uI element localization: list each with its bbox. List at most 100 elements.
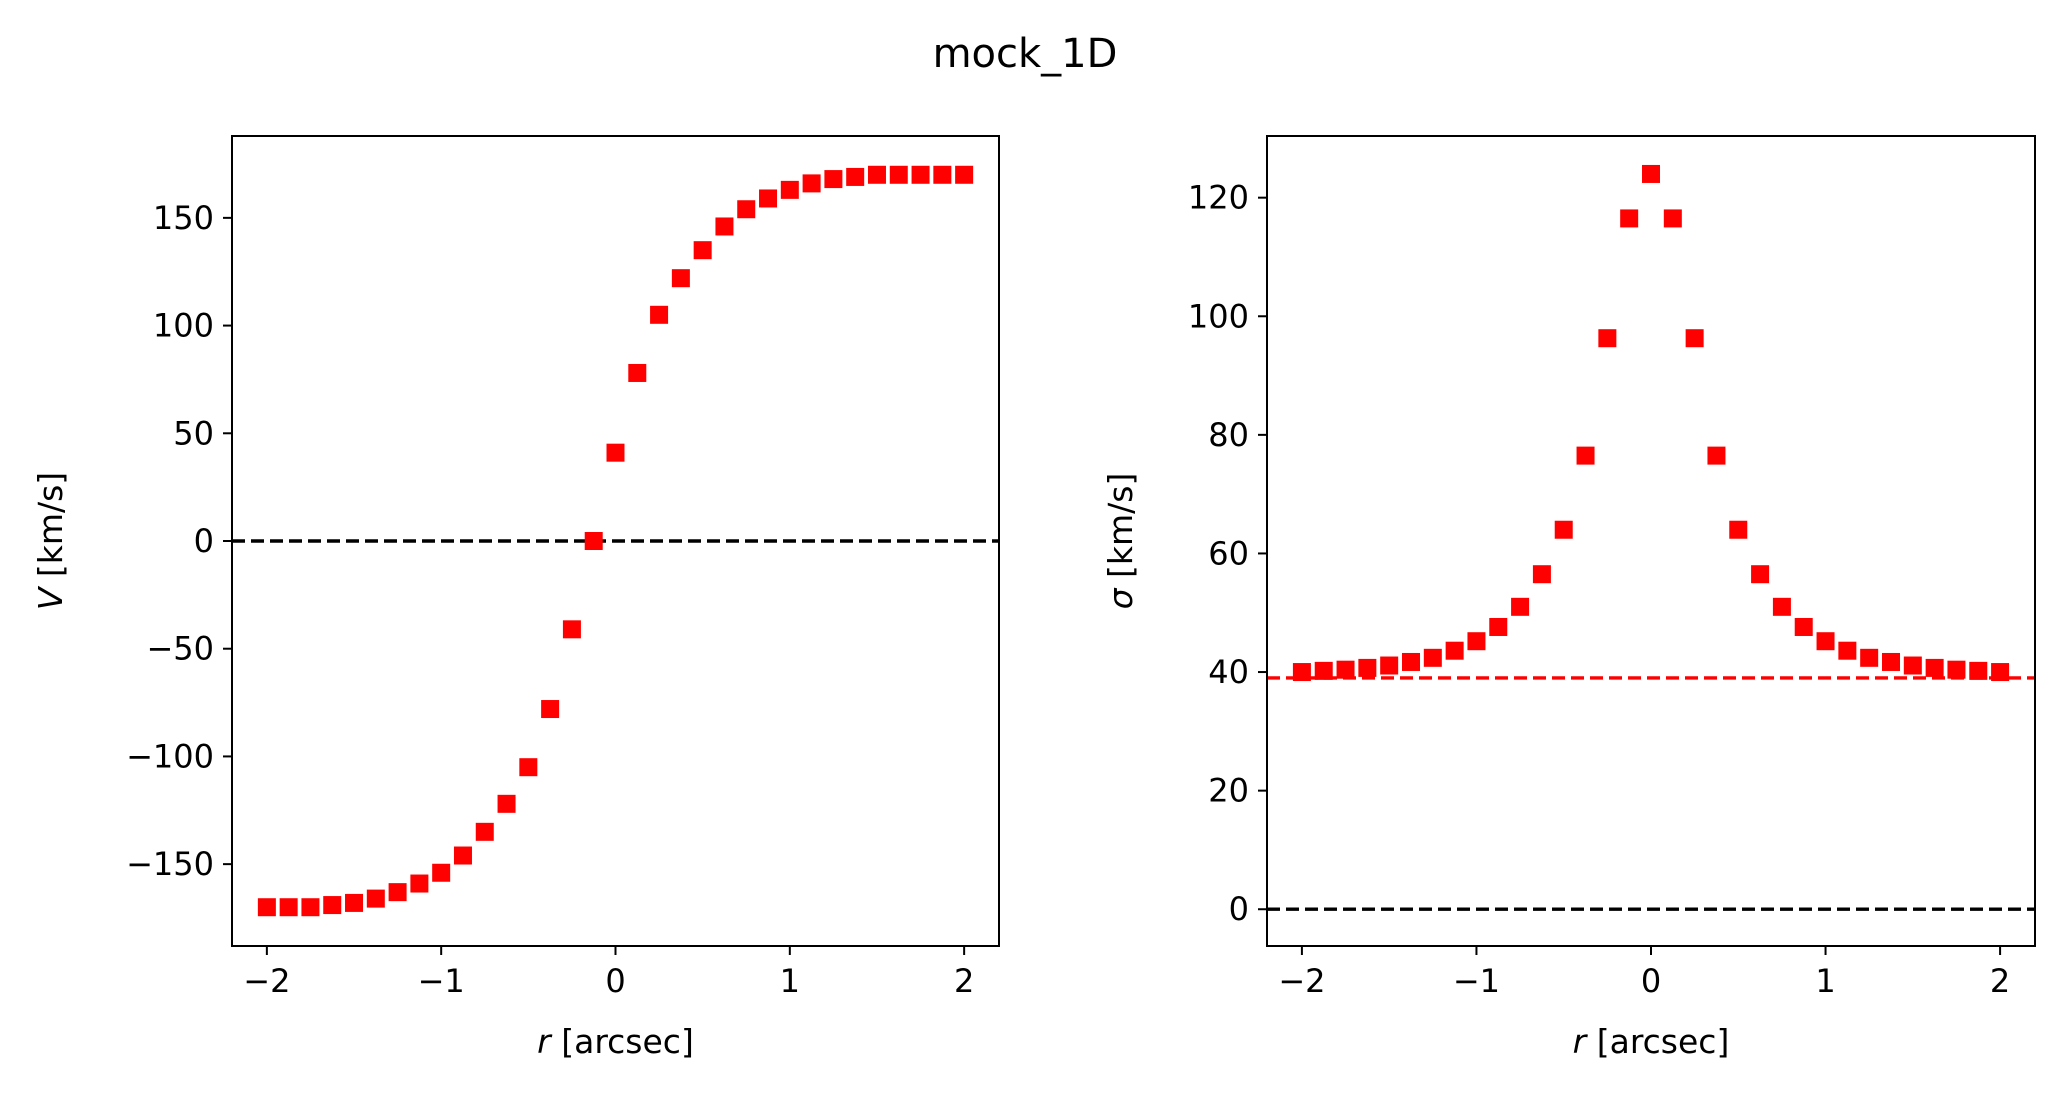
dispersion-data-point [1925, 658, 1944, 677]
velocity-data-point [606, 443, 625, 462]
dispersion-data-point [1991, 663, 2010, 682]
dispersion-y-tick-label: 80 [1208, 416, 1249, 454]
velocity-data-point [693, 241, 712, 260]
velocity-data-point [366, 889, 385, 908]
velocity-x-tick-label: −1 [418, 962, 465, 1000]
velocity-data-point [780, 180, 799, 199]
velocity-y-axis-unit: [km/s] [31, 472, 70, 588]
dispersion-x-axis-var: r [1573, 1022, 1589, 1061]
dispersion-data-point [1467, 632, 1486, 651]
dispersion-data-point [1969, 661, 1988, 680]
velocity-data-point [911, 165, 930, 184]
dispersion-y-tick-label: 40 [1208, 653, 1249, 691]
velocity-data-point [345, 893, 364, 912]
velocity-y-tick-label: −150 [126, 845, 214, 883]
velocity-data-point [388, 883, 407, 902]
velocity-y-tick-label: 0 [194, 522, 214, 560]
dispersion-x-axis-label: r [arcsec] [1573, 1022, 1730, 1061]
velocity-data-point [497, 794, 516, 813]
velocity-y-tick-label: −50 [146, 630, 214, 668]
dispersion-data-point [1729, 520, 1748, 539]
velocity-data-point [650, 305, 669, 324]
dispersion-y-tick-label: 60 [1208, 534, 1249, 572]
dispersion-y-axis-label: σ [km/s] [1101, 473, 1140, 610]
dispersion-data-point [1838, 641, 1857, 660]
velocity-data-point [541, 700, 560, 719]
dispersion-x-axis-unit: [arcsec] [1586, 1022, 1729, 1061]
velocity-data-point [955, 165, 974, 184]
dispersion-data-point [1336, 660, 1355, 679]
dispersion-data-point [1882, 652, 1900, 671]
velocity-plot-marks [232, 165, 999, 917]
dispersion-data-point [1445, 641, 1464, 660]
dispersion-data-point [1292, 663, 1311, 682]
velocity-data-point [410, 874, 429, 893]
velocity-y-tick-label: 100 [153, 307, 214, 345]
dispersion-plot-marks [1267, 164, 2035, 911]
velocity-x-axis-unit: [arcsec] [551, 1022, 694, 1061]
dispersion-x-tick-label: 1 [1815, 962, 1835, 1000]
velocity-data-point [671, 269, 690, 288]
dispersion-y-axis-var: σ [1101, 587, 1140, 609]
dispersion-data-point [1860, 648, 1879, 667]
dispersion-data-point [1642, 164, 1660, 183]
dispersion-data-point [1620, 209, 1639, 228]
dispersion-data-point [1489, 617, 1508, 636]
dispersion-plot-area [1267, 164, 2035, 911]
velocity-data-point [584, 532, 603, 550]
velocity-data-point [475, 822, 494, 841]
dispersion-data-point [1663, 209, 1682, 228]
velocity-data-point [759, 189, 778, 208]
velocity-x-tick-label: −2 [243, 962, 290, 1000]
velocity-data-point [737, 200, 756, 219]
dispersion-data-point [1794, 617, 1813, 636]
velocity-ticks: −2 −1 0 1 2 −150 −100 −50 0 50 100 150 [126, 199, 974, 1000]
velocity-data-point [867, 165, 886, 184]
velocity-data-point [824, 170, 843, 189]
dispersion-data-point [1772, 597, 1791, 616]
dispersion-data-point [1314, 661, 1333, 680]
velocity-data-point [846, 167, 865, 186]
dispersion-y-axis-unit: [km/s] [1101, 473, 1140, 589]
dispersion-x-tick-label: −1 [1453, 962, 1500, 1000]
velocity-y-axis-var: V [31, 585, 70, 610]
velocity-y-axis-label: V [km/s] [31, 472, 70, 610]
velocity-y-tick-label: −100 [126, 737, 214, 775]
velocity-data-point [257, 898, 276, 917]
dispersion-data-point [1685, 329, 1704, 348]
dispersion-y-tick-label: 0 [1229, 890, 1249, 928]
velocity-data-point [715, 217, 734, 236]
velocity-y-tick-label: 50 [173, 414, 214, 452]
dispersion-data-point [1423, 648, 1442, 667]
velocity-x-tick-label: 0 [605, 962, 625, 1000]
velocity-panel: −2 −1 0 1 2 −150 −100 −50 0 50 100 150 r [arcsec] V… [31, 135, 1000, 1061]
dispersion-data-point [1380, 656, 1399, 675]
dispersion-y-tick-label: 120 [1188, 179, 1249, 217]
velocity-data-point [933, 165, 952, 184]
dispersion-data-point [1947, 660, 1966, 679]
velocity-plot-area [232, 165, 999, 917]
velocity-data-point [432, 863, 451, 882]
dispersion-x-tick-label: 2 [1990, 962, 2010, 1000]
dispersion-data-point [1532, 565, 1551, 584]
velocity-data-point [628, 363, 647, 382]
dispersion-data-point [1598, 329, 1617, 348]
dispersion-data-point [1903, 656, 1922, 675]
dispersion-data-point [1511, 597, 1530, 616]
velocity-y-tick-label: 150 [153, 199, 214, 237]
velocity-x-axis-var: r [537, 1022, 553, 1061]
dispersion-x-tick-label: −2 [1278, 962, 1325, 1000]
velocity-data-point [453, 846, 472, 865]
velocity-data-point [323, 896, 342, 915]
figure-title: mock_1D [933, 31, 1118, 77]
dispersion-data-point [1816, 632, 1835, 651]
dispersion-data-point [1707, 446, 1726, 465]
dispersion-x-tick-label: 0 [1641, 962, 1661, 1000]
dispersion-data-point [1554, 520, 1573, 539]
dispersion-data-point [1576, 446, 1595, 465]
velocity-x-axis-label: r [arcsec] [537, 1022, 694, 1061]
velocity-x-tick-label: 2 [954, 962, 974, 1000]
dispersion-data-point [1358, 658, 1377, 677]
